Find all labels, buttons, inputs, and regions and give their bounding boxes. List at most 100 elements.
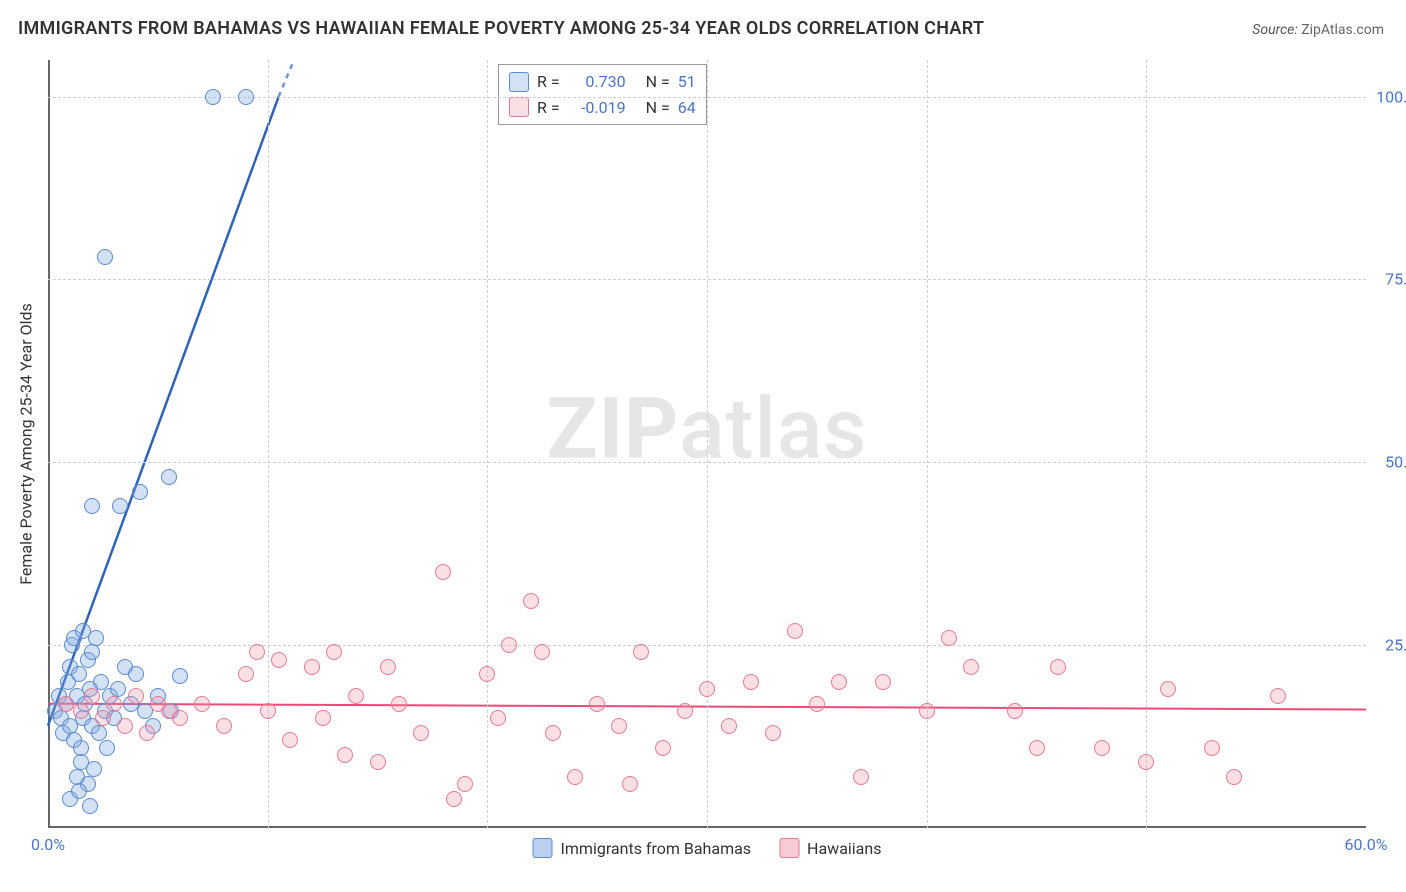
point-hawaiians [1029, 740, 1045, 756]
series-legend: Immigrants from Bahamas Hawaiians [533, 838, 882, 858]
legend-label: Immigrants from Bahamas [561, 839, 752, 858]
r-value: 0.730 [568, 69, 626, 95]
point-hawaiians [787, 623, 803, 639]
point-hawaiians [1270, 688, 1286, 704]
point-bahamas [172, 668, 188, 684]
chart-title: IMMIGRANTS FROM BAHAMAS VS HAWAIIAN FEMA… [18, 18, 984, 39]
point-bahamas [73, 740, 89, 756]
point-hawaiians [304, 659, 320, 675]
point-hawaiians [589, 696, 605, 712]
point-hawaiians [1160, 681, 1176, 697]
point-hawaiians [413, 725, 429, 741]
point-hawaiians [238, 666, 254, 682]
point-bahamas [86, 761, 102, 777]
stats-row: R =-0.019N =64 [509, 95, 696, 121]
point-bahamas [88, 630, 104, 646]
point-hawaiians [875, 674, 891, 690]
point-hawaiians [58, 696, 74, 712]
point-hawaiians [128, 688, 144, 704]
point-hawaiians [809, 696, 825, 712]
r-label: R = [537, 69, 560, 95]
legend-swatch [533, 838, 553, 858]
point-hawaiians [95, 710, 111, 726]
y-tick-label: 25.0% [1372, 636, 1406, 655]
stats-row: R = 0.730 N = 51 [509, 69, 696, 95]
n-label: N = [646, 95, 670, 121]
point-hawaiians [139, 725, 155, 741]
x-tick-label: 60.0% [1345, 835, 1388, 854]
point-hawaiians [765, 725, 781, 741]
point-hawaiians [282, 732, 298, 748]
point-hawaiians [117, 718, 133, 734]
point-hawaiians [370, 754, 386, 770]
x-tick-label: 0.0% [31, 835, 65, 854]
point-hawaiians [380, 659, 396, 675]
point-hawaiians [490, 710, 506, 726]
point-hawaiians [271, 652, 287, 668]
legend-swatch [509, 97, 529, 117]
point-hawaiians [391, 696, 407, 712]
n-label: N = [646, 69, 670, 95]
point-bahamas [132, 484, 148, 500]
point-hawaiians [677, 703, 693, 719]
point-bahamas [82, 798, 98, 814]
point-hawaiians [1007, 703, 1023, 719]
point-bahamas [205, 89, 221, 105]
point-hawaiians [699, 681, 715, 697]
point-hawaiians [633, 644, 649, 660]
point-hawaiians [831, 674, 847, 690]
point-hawaiians [73, 703, 89, 719]
legend-label: Hawaiians [807, 839, 881, 858]
point-hawaiians [545, 725, 561, 741]
point-hawaiians [1094, 740, 1110, 756]
point-hawaiians [963, 659, 979, 675]
point-hawaiians [446, 791, 462, 807]
point-bahamas [93, 674, 109, 690]
scatter-plot: Female Poverty Among 25-34 Year Olds ZIP… [48, 60, 1366, 828]
point-hawaiians [84, 688, 100, 704]
y-axis-title: Female Poverty Among 25-34 Year Olds [17, 303, 36, 585]
point-hawaiians [172, 710, 188, 726]
point-bahamas [110, 681, 126, 697]
point-hawaiians [941, 630, 957, 646]
stats-legend: R =0.730N =51R =-0.019N =64 [498, 64, 707, 125]
point-bahamas [161, 469, 177, 485]
point-hawaiians [721, 718, 737, 734]
point-hawaiians [534, 644, 550, 660]
point-hawaiians [479, 666, 495, 682]
y-tick-label: 50.0% [1372, 453, 1406, 472]
source-name: ZipAtlas.com [1301, 22, 1384, 38]
point-hawaiians [260, 703, 276, 719]
point-bahamas [71, 783, 87, 799]
point-hawaiians [1204, 740, 1220, 756]
point-bahamas [84, 498, 100, 514]
legend-swatch [779, 838, 799, 858]
point-hawaiians [1226, 769, 1242, 785]
point-hawaiians [523, 593, 539, 609]
point-hawaiians [567, 769, 583, 785]
n-value: 64 [678, 95, 696, 121]
point-hawaiians [337, 747, 353, 763]
point-bahamas [84, 644, 100, 660]
gridline-v [1146, 60, 1147, 828]
n-value: 51 [678, 69, 696, 95]
y-tick-label: 100.0% [1372, 87, 1406, 106]
point-bahamas [112, 498, 128, 514]
source-attribution: Source: ZipAtlas.com [1252, 22, 1384, 38]
point-hawaiians [919, 703, 935, 719]
point-hawaiians [743, 674, 759, 690]
point-bahamas [97, 249, 113, 265]
point-hawaiians [457, 776, 473, 792]
point-hawaiians [611, 718, 627, 734]
point-hawaiians [853, 769, 869, 785]
point-bahamas [71, 666, 87, 682]
point-bahamas [69, 769, 85, 785]
point-hawaiians [216, 718, 232, 734]
point-hawaiians [655, 740, 671, 756]
point-hawaiians [326, 644, 342, 660]
point-hawaiians [106, 696, 122, 712]
point-hawaiians [1050, 659, 1066, 675]
point-bahamas [128, 666, 144, 682]
point-bahamas [99, 740, 115, 756]
r-label: R = [537, 95, 560, 121]
